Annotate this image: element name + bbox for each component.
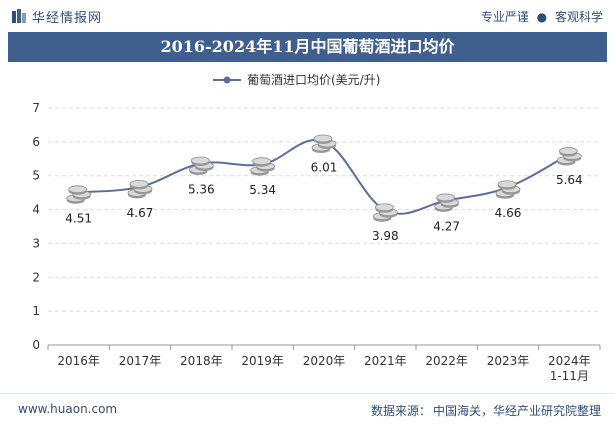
coin-icon xyxy=(313,134,333,143)
coin-icon xyxy=(497,180,517,189)
data-label: 4.67 xyxy=(127,206,154,220)
y-tick-label: 0 xyxy=(32,338,40,352)
footer-source: 数据来源： 中国海关，华经产业研究院整理 xyxy=(371,402,601,419)
data-point xyxy=(188,156,214,176)
data-label: 4.51 xyxy=(65,211,92,225)
brand-name: 华经情报网 xyxy=(32,10,103,26)
chart-area: 0 1 2 3 4 5 6 7 2016年 2017年 2018年 2019年 2020年 2021年 20… xyxy=(0,62,615,392)
coin-icon xyxy=(558,147,578,155)
x-tick-label: 2017年 xyxy=(119,354,162,368)
data-point xyxy=(311,134,337,154)
y-tick-label: 1 xyxy=(32,304,40,318)
data-label: 3.98 xyxy=(372,229,399,243)
y-tick-label: 4 xyxy=(32,203,40,217)
x-tick-label: 2022年 xyxy=(425,354,468,368)
coin-icon xyxy=(190,156,210,165)
data-point xyxy=(127,179,153,199)
top-bar: 华经情报网 专业严谨 ● 客观科学 xyxy=(0,0,615,32)
x-tick-label: 2021年 xyxy=(364,354,407,368)
tagline-left: 专业严谨 xyxy=(480,10,529,24)
x-tick-label: 2023年 xyxy=(487,354,530,368)
data-label: 5.34 xyxy=(249,183,276,197)
x-tick-label: 2018年 xyxy=(180,354,223,368)
data-point xyxy=(250,157,276,176)
legend-marker xyxy=(223,76,231,84)
y-tick-label: 3 xyxy=(32,236,40,250)
x-tick-label: 2024年 1-11月 xyxy=(548,354,591,383)
y-tick-label: 5 xyxy=(32,169,40,183)
coin-icon xyxy=(252,157,272,166)
data-point xyxy=(556,147,582,166)
data-point xyxy=(495,180,521,199)
data-label: 4.66 xyxy=(495,206,522,220)
tagline: 专业严谨 ● 客观科学 xyxy=(481,8,603,25)
source-text: 中国海关，华经产业研究院整理 xyxy=(432,404,601,418)
data-label: 6.01 xyxy=(311,161,338,175)
source-label: 数据来源： xyxy=(370,404,431,418)
chart-title: 2016-2024年11月中国葡萄酒进口均价 xyxy=(8,32,607,62)
coin-icon xyxy=(374,203,394,212)
coin-icon xyxy=(68,185,88,194)
brand: 华经情报网 xyxy=(12,8,103,26)
tagline-separator-icon: ● xyxy=(536,10,548,24)
footer-url: www.huaon.com xyxy=(18,402,118,416)
data-point xyxy=(66,185,92,204)
legend-label: 葡萄酒进口均价(美元/升) xyxy=(247,73,380,87)
line-chart: 0 1 2 3 4 5 6 7 2016年 2017年 2018年 2019年 2020年 2021年 20… xyxy=(32,73,601,383)
data-label: 5.36 xyxy=(188,183,215,197)
y-tick-label: 6 xyxy=(32,135,40,149)
footer: www.huaon.com 数据来源： 中国海关，华经产业研究院整理 xyxy=(0,393,615,428)
tagline-right: 客观科学 xyxy=(554,10,603,24)
coin-icon xyxy=(436,193,456,202)
x-tick-label: 2016年 xyxy=(57,354,100,368)
data-point xyxy=(434,193,460,212)
y-tick-label: 2 xyxy=(32,270,40,284)
data-point xyxy=(372,203,398,222)
data-label: 5.64 xyxy=(556,173,583,187)
data-label: 4.27 xyxy=(433,219,460,233)
y-tick-label: 7 xyxy=(32,101,40,115)
brand-logo-icon xyxy=(12,9,26,23)
x-tick-label: 2020年 xyxy=(303,354,346,368)
coin-icon xyxy=(129,179,149,188)
x-tick-label: 2019年 xyxy=(241,354,284,368)
